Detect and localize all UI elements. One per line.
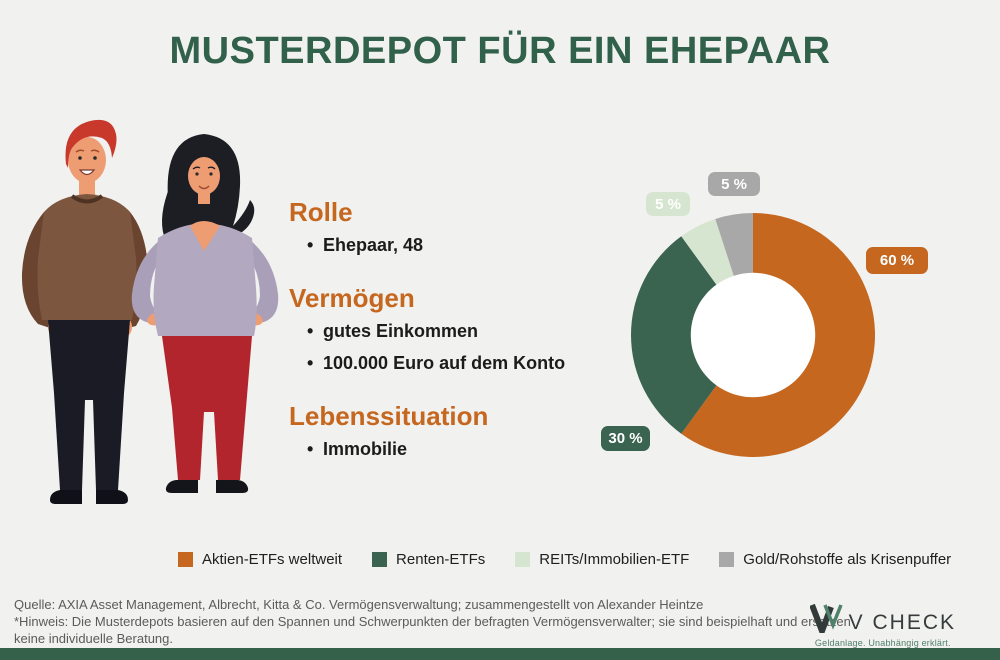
legend-swatch-lightgreen bbox=[515, 552, 531, 567]
chart-label-gold: 5 % bbox=[708, 172, 760, 196]
logo-name: V CHECK bbox=[848, 611, 956, 634]
profile-item: gutes Einkommen bbox=[307, 320, 589, 344]
section-heading: Vermögen bbox=[289, 283, 415, 314]
section-rolle: Rolle Ehepaar, 48 bbox=[289, 197, 589, 258]
profile-item: 100.000 Euro auf dem Konto bbox=[307, 352, 589, 376]
legend-label: Aktien-ETFs weltweit bbox=[202, 551, 343, 568]
page-title: MUSTERDEPOT FÜR EIN EHEPAAR bbox=[169, 30, 831, 72]
legend-item-renten: Renten-ETFs bbox=[372, 551, 485, 568]
chart-label-reits: 5 % bbox=[646, 192, 690, 216]
legend-item-reits: REITs/Immobilien-ETF bbox=[515, 551, 689, 568]
legend-swatch-gray bbox=[719, 552, 735, 567]
footer-line-source: Quelle: AXIA Asset Management, Albrecht,… bbox=[14, 597, 704, 612]
chart-label-aktien: 60 % bbox=[866, 247, 928, 274]
footer-line-note2: keine individuelle Beratung. bbox=[14, 631, 173, 646]
legend-item-gold: Gold/Rohstoffe als Krisenpuffer bbox=[719, 551, 951, 568]
section-heading: Rolle bbox=[289, 197, 353, 227]
legend-label: Renten-ETFs bbox=[396, 551, 486, 568]
footer-note: Quelle: AXIA Asset Management, Albrecht,… bbox=[14, 596, 851, 647]
section-vermoegen: Vermögen gutes Einkommen 100.000 Euro au… bbox=[289, 283, 589, 375]
section-heading: Lebenssituation bbox=[289, 401, 489, 432]
section-lebenssituation: Lebenssituation Immobilie bbox=[289, 401, 589, 462]
donut-segment-0 bbox=[681, 213, 875, 457]
profile-panel: Rolle Ehepaar, 48 Vermögen gutes Einkomm… bbox=[289, 197, 589, 488]
logo-tagline: Geldanlage. Unabhängig erklärt. bbox=[814, 638, 951, 648]
couple-illustration bbox=[21, 119, 279, 504]
legend-item-aktien: Aktien-ETFs weltweit bbox=[178, 551, 342, 568]
legend-label: Gold/Rohstoffe als Krisenpuffer bbox=[743, 551, 952, 568]
donut-segment-3 bbox=[715, 213, 753, 276]
chart-label-renten: 30 % bbox=[601, 426, 650, 451]
footer-line-note: *Hinweis: Die Musterdepots basieren auf … bbox=[14, 614, 851, 629]
bottom-bar bbox=[0, 648, 1000, 660]
legend-swatch-orange bbox=[178, 552, 193, 567]
vcheck-logo: V CHECK Geldanlage. Unabhängig erklärt. bbox=[809, 603, 956, 648]
donut-segment-1 bbox=[631, 236, 717, 434]
donut-segment-2 bbox=[681, 218, 734, 285]
profile-item: Ehepaar, 48 bbox=[307, 234, 589, 258]
chart-legend: Aktien-ETFs weltweit Renten-ETFs REITs/I… bbox=[178, 551, 951, 568]
woman-figure bbox=[131, 134, 279, 493]
profile-item: Immobilie bbox=[307, 438, 589, 462]
legend-swatch-darkgreen bbox=[372, 552, 388, 567]
vcheck-logo-icon bbox=[809, 603, 843, 633]
legend-label: REITs/Immobilien-ETF bbox=[539, 551, 690, 568]
man-figure bbox=[21, 119, 149, 504]
donut-chart-svg bbox=[631, 213, 875, 457]
